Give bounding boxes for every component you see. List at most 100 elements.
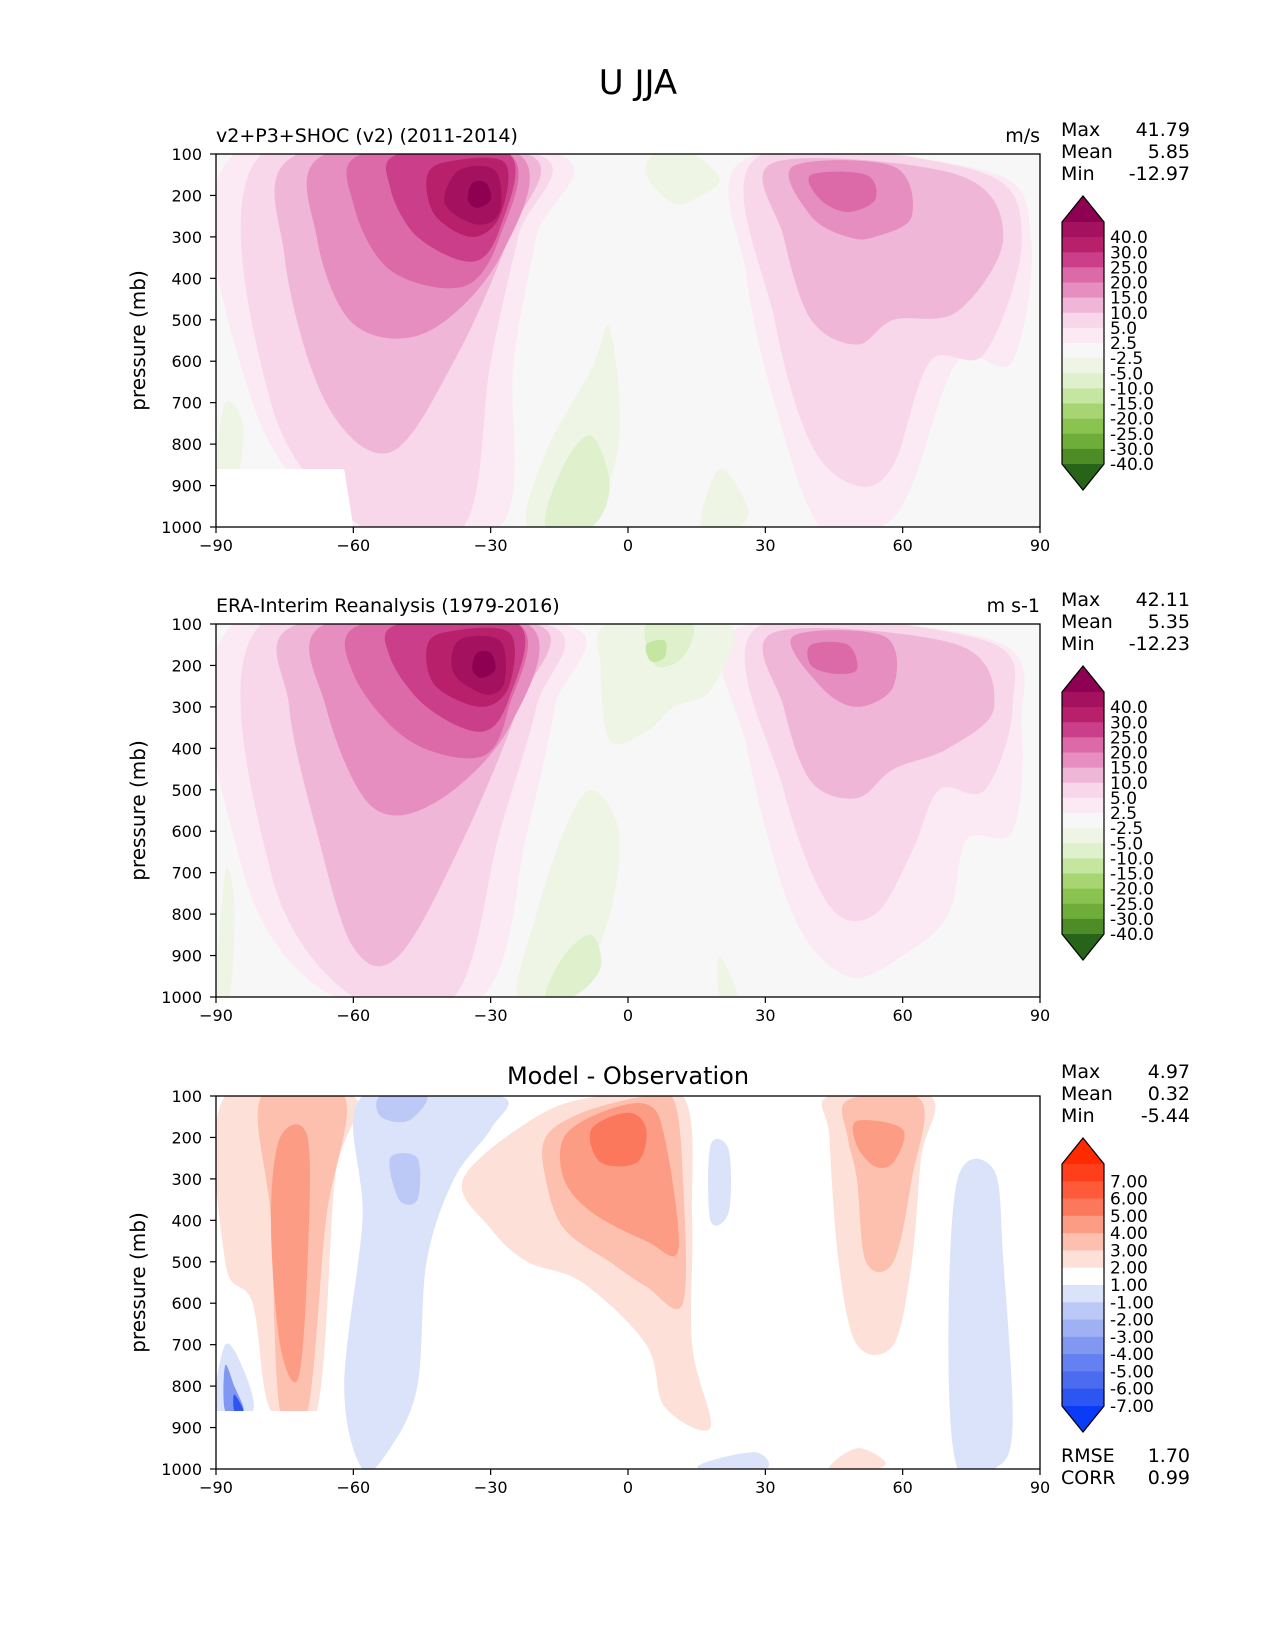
colorbar-swatch xyxy=(1062,1198,1104,1217)
contour-region xyxy=(544,435,610,527)
colorbar-swatch xyxy=(1062,707,1104,723)
colorbar: 40.030.025.020.015.010.05.02.5-2.5-5.0-1… xyxy=(1061,665,1154,961)
y-tick-label: 300 xyxy=(171,698,202,717)
panels: −90 −60 −30 0 30 60 90100200300400500600700800… xyxy=(126,119,1190,1497)
y-tick-label: 700 xyxy=(171,394,202,413)
contour-region xyxy=(472,650,496,678)
colorbar-swatch xyxy=(1062,1336,1104,1355)
colorbar-swatch xyxy=(1062,297,1104,314)
x-tick-label: −60 xyxy=(336,1478,370,1497)
panel-units: m/s xyxy=(1005,125,1040,147)
stat-value: -12.23 xyxy=(1129,633,1190,655)
y-tick-label: 600 xyxy=(171,822,202,841)
stat-label: Min xyxy=(1061,1105,1095,1127)
stat-label: Max xyxy=(1061,119,1100,141)
colorbar-label: -40.0 xyxy=(1110,925,1154,945)
contour-region xyxy=(597,624,735,745)
x-tick-label: −30 xyxy=(474,536,508,555)
contour-region xyxy=(829,1448,886,1469)
colorbar-label: -25.0 xyxy=(1110,425,1154,445)
colorbar-label: 1.00 xyxy=(1110,1276,1148,1296)
colorbar-label: 5.00 xyxy=(1110,1207,1148,1227)
contour-field xyxy=(216,1096,1040,1469)
colorbar-label: 10.0 xyxy=(1110,774,1148,794)
y-tick-label: 500 xyxy=(171,1253,202,1272)
stat-label: Min xyxy=(1061,633,1095,655)
colorbar-label: 3.00 xyxy=(1110,1241,1148,1261)
colorbar-label: -5.00 xyxy=(1110,1362,1154,1382)
x-tick-label: 60 xyxy=(892,536,912,555)
stat-label: Min xyxy=(1061,163,1095,185)
contour-region xyxy=(645,154,720,205)
colorbar-outline xyxy=(1061,195,1105,491)
missing-data-region xyxy=(216,469,354,527)
colorbar-swatch xyxy=(1062,343,1104,359)
colorbar-label: 40.0 xyxy=(1110,698,1148,718)
colorbar-label: 2.00 xyxy=(1110,1259,1148,1279)
colorbar-swatch xyxy=(1062,1354,1104,1372)
x-tick-label: −60 xyxy=(336,536,370,555)
panel-diff: −90 −60 −30 0 30 60 90 100 200 300 400 500 600 700 800… xyxy=(126,1061,1190,1497)
colorbar-label: 2.5 xyxy=(1110,334,1137,354)
y-tick-label: 400 xyxy=(171,1211,202,1230)
y-tick-label: 400 xyxy=(171,739,202,758)
stat-label: CORR xyxy=(1061,1467,1116,1489)
colorbar-label: -10.0 xyxy=(1110,849,1154,869)
contour-field xyxy=(216,154,1040,527)
colorbar-label: -30.0 xyxy=(1110,910,1154,930)
colorbar-label: -5.0 xyxy=(1110,834,1143,854)
stat-label: Max xyxy=(1061,589,1100,611)
y-axis-label: pressure (mb) xyxy=(126,740,150,881)
colorbar-label: -6.00 xyxy=(1110,1380,1154,1400)
colorbar-swatch xyxy=(1062,1285,1104,1303)
x-tick-label: 0 xyxy=(623,536,633,555)
x-tick-label: 30 xyxy=(755,536,775,555)
contour-region xyxy=(645,639,667,663)
colorbar-swatch xyxy=(1062,858,1104,874)
y-tick-label: 800 xyxy=(171,1377,202,1396)
colorbar-label: -2.00 xyxy=(1110,1311,1154,1331)
colorbar-swatch xyxy=(1062,448,1104,465)
colorbar-swatch xyxy=(1062,782,1104,799)
x-tick-label: 0 xyxy=(623,1478,633,1497)
colorbar-swatch xyxy=(1062,1250,1104,1269)
stat-value: 5.85 xyxy=(1148,141,1190,163)
colorbar-extend-min xyxy=(1062,934,1104,960)
colorbar-swatch xyxy=(1062,828,1104,844)
colorbar-swatch xyxy=(1062,737,1104,753)
contour-region xyxy=(589,1112,647,1167)
y-tick-label: 900 xyxy=(171,1419,202,1438)
stat-label: Mean xyxy=(1061,611,1113,633)
colorbar-swatch xyxy=(1062,1371,1104,1390)
x-tick-label: −90 xyxy=(199,1478,233,1497)
colorbar-swatch xyxy=(1062,888,1104,905)
colorbar-label: 10.0 xyxy=(1110,304,1148,324)
contour-region xyxy=(807,641,858,675)
stat-label: RMSE xyxy=(1061,1445,1115,1467)
y-tick-label: 1000 xyxy=(161,1460,202,1479)
colorbar-swatch xyxy=(1062,433,1104,450)
colorbar-swatch xyxy=(1062,222,1104,238)
colorbar-extend-min xyxy=(1062,464,1104,490)
panel-units: m s-1 xyxy=(987,595,1040,617)
y-tick-label: 800 xyxy=(171,905,202,924)
colorbar-label: 20.0 xyxy=(1110,274,1148,294)
y-tick-label: 1000 xyxy=(161,988,202,1007)
colorbar-label: 5.0 xyxy=(1110,319,1137,339)
y-tick-label: 100 xyxy=(171,615,202,634)
panel-test: −90 −60 −30 0 30 60 90 100 200 300 400 500 600 700 800… xyxy=(126,119,1190,555)
colorbar-swatch xyxy=(1062,237,1104,253)
y-tick-label: 100 xyxy=(171,1087,202,1106)
contour-region xyxy=(376,1096,428,1123)
colorbar-swatch xyxy=(1062,1388,1104,1407)
colorbar-label: -10.0 xyxy=(1110,379,1154,399)
colorbar-label: -25.0 xyxy=(1110,895,1154,915)
colorbar-swatch xyxy=(1062,327,1104,344)
colorbar-extend-max xyxy=(1062,196,1104,222)
stat-label: Mean xyxy=(1061,1083,1113,1105)
colorbar-swatch xyxy=(1062,1233,1104,1251)
colorbar-swatch xyxy=(1062,873,1104,890)
y-tick-label: 500 xyxy=(171,781,202,800)
colorbar-extend-min xyxy=(1062,1406,1104,1432)
